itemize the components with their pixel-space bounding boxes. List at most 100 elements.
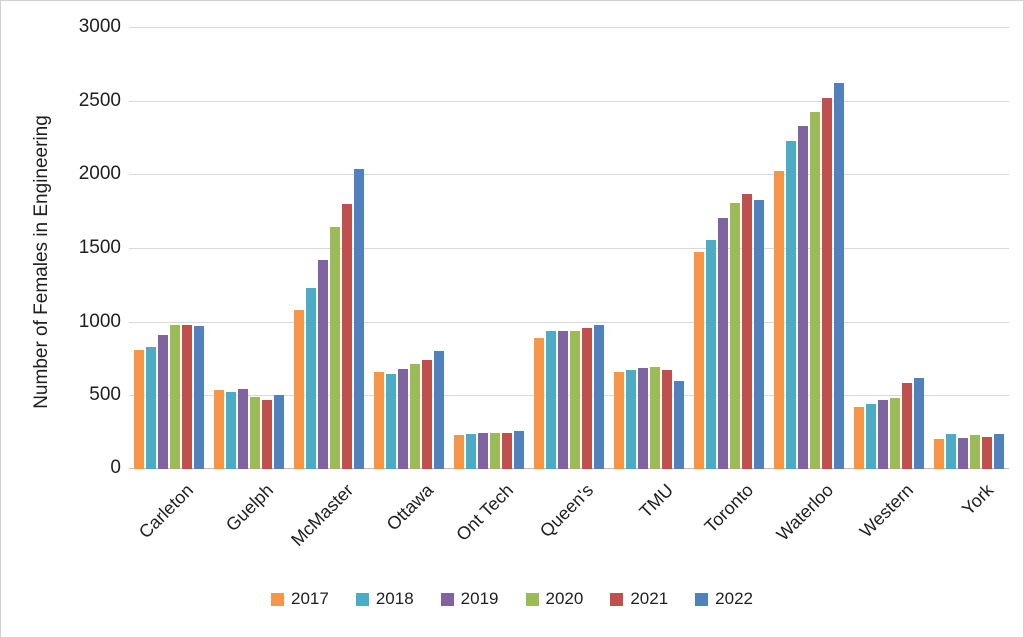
plot-area [129, 27, 1009, 469]
bar-western-2018 [866, 404, 876, 469]
bar-queen-s-2017 [534, 338, 544, 469]
bar-group-york [929, 27, 1009, 469]
y-tick-2000: 2000 [78, 163, 121, 184]
legend-item-2019: 2019 [440, 589, 499, 609]
bar-group-tmu [609, 27, 689, 469]
bar-group-toronto [689, 27, 769, 469]
legend-swatch-2020 [525, 592, 539, 606]
bar-toronto-2017 [694, 252, 704, 469]
bar-queen-s-2019 [558, 331, 568, 469]
bar-guelph-2019 [238, 389, 248, 469]
gridline-0 [129, 468, 1009, 469]
y-tick-1500: 1500 [78, 237, 121, 258]
legend-label-2017: 2017 [291, 589, 329, 608]
bar-guelph-2018 [226, 392, 236, 469]
bar-mcmaster-2019 [318, 260, 328, 469]
bar-waterloo-2020 [810, 112, 820, 469]
bar-western-2020 [890, 398, 900, 469]
bar-waterloo-2017 [774, 171, 784, 469]
legend-swatch-2018 [355, 592, 369, 606]
legend-label-2022: 2022 [715, 589, 753, 608]
bar-carleton-2022 [194, 326, 204, 469]
bar-york-2021 [982, 437, 992, 469]
y-tick-1000: 1000 [78, 311, 121, 332]
legend-item-2021: 2021 [610, 589, 668, 609]
bar-ont-tech-2017 [454, 435, 464, 469]
bar-western-2019 [878, 400, 888, 469]
bar-western-2017 [854, 407, 864, 469]
bar-group-carleton [129, 27, 209, 469]
legend-label-2019: 2019 [460, 589, 499, 608]
bar-western-2022 [914, 378, 924, 469]
bar-group-ont-tech [449, 27, 529, 469]
bar-ottawa-2022 [434, 351, 444, 469]
y-tick-2500: 2500 [78, 90, 121, 111]
legend-label-2018: 2018 [375, 589, 414, 608]
bar-ottawa-2020 [410, 364, 420, 469]
bar-queen-s-2018 [546, 331, 556, 469]
bar-ottawa-2021 [422, 360, 432, 469]
bar-western-2021 [902, 383, 912, 469]
bar-ont-tech-2020 [490, 433, 500, 469]
bar-carleton-2019 [158, 335, 168, 469]
bar-carleton-2018 [146, 347, 156, 469]
bar-ont-tech-2019 [478, 433, 488, 469]
legend-label-2020: 2020 [545, 589, 584, 608]
bar-tmu-2021 [662, 370, 672, 469]
gridline-500 [129, 395, 1009, 396]
legend-item-2020: 2020 [525, 589, 584, 609]
bar-toronto-2022 [754, 200, 764, 469]
y-tick-500: 500 [89, 384, 121, 405]
bar-ottawa-2017 [374, 372, 384, 469]
bar-group-guelph [209, 27, 289, 469]
bar-york-2022 [994, 434, 1004, 469]
bar-mcmaster-2020 [330, 227, 340, 469]
bar-tmu-2017 [614, 372, 624, 469]
bar-waterloo-2018 [786, 141, 796, 469]
legend-swatch-2022 [695, 592, 709, 606]
bar-queen-s-2021 [582, 328, 592, 469]
bar-waterloo-2019 [798, 126, 808, 469]
legend-item-2017: 2017 [271, 589, 329, 609]
bar-ont-tech-2018 [466, 434, 476, 469]
gridline-2500 [129, 101, 1009, 102]
bar-carleton-2021 [182, 325, 192, 469]
legend-item-2018: 2018 [355, 589, 414, 609]
gridline-3000 [129, 27, 1009, 28]
bar-group-waterloo [769, 27, 849, 469]
gridline-1500 [129, 248, 1009, 249]
bar-ottawa-2019 [398, 369, 408, 469]
bar-toronto-2021 [742, 194, 752, 469]
gridline-1000 [129, 322, 1009, 323]
bar-guelph-2017 [214, 390, 224, 469]
legend: 2017 2018 2019 2020 2021 2022 [1, 589, 1023, 609]
legend-swatch-2017 [271, 592, 285, 606]
bar-ont-tech-2021 [502, 433, 512, 469]
bar-york-2019 [958, 438, 968, 469]
bar-tmu-2019 [638, 368, 648, 469]
bar-york-2017 [934, 439, 944, 469]
bar-carleton-2017 [134, 350, 144, 469]
bar-group-ottawa [369, 27, 449, 469]
bar-group-western [849, 27, 929, 469]
bar-ottawa-2018 [386, 374, 396, 469]
y-tick-3000: 3000 [78, 16, 121, 37]
bar-york-2020 [970, 435, 980, 469]
bar-group-queen-s [529, 27, 609, 469]
bar-guelph-2021 [262, 400, 272, 469]
bar-waterloo-2021 [822, 98, 832, 469]
bar-mcmaster-2022 [354, 169, 364, 469]
bar-toronto-2020 [730, 203, 740, 469]
legend-item-2022: 2022 [695, 589, 753, 609]
bar-tmu-2022 [674, 381, 684, 469]
gridline-2000 [129, 174, 1009, 175]
bar-queen-s-2020 [570, 331, 580, 469]
y-tick-0: 0 [110, 457, 121, 478]
bar-queen-s-2022 [594, 325, 604, 469]
bar-toronto-2019 [718, 218, 728, 469]
bar-group-mcmaster [289, 27, 369, 469]
legend-swatch-2021 [610, 592, 624, 606]
bar-carleton-2020 [170, 325, 180, 469]
bar-mcmaster-2017 [294, 310, 304, 469]
